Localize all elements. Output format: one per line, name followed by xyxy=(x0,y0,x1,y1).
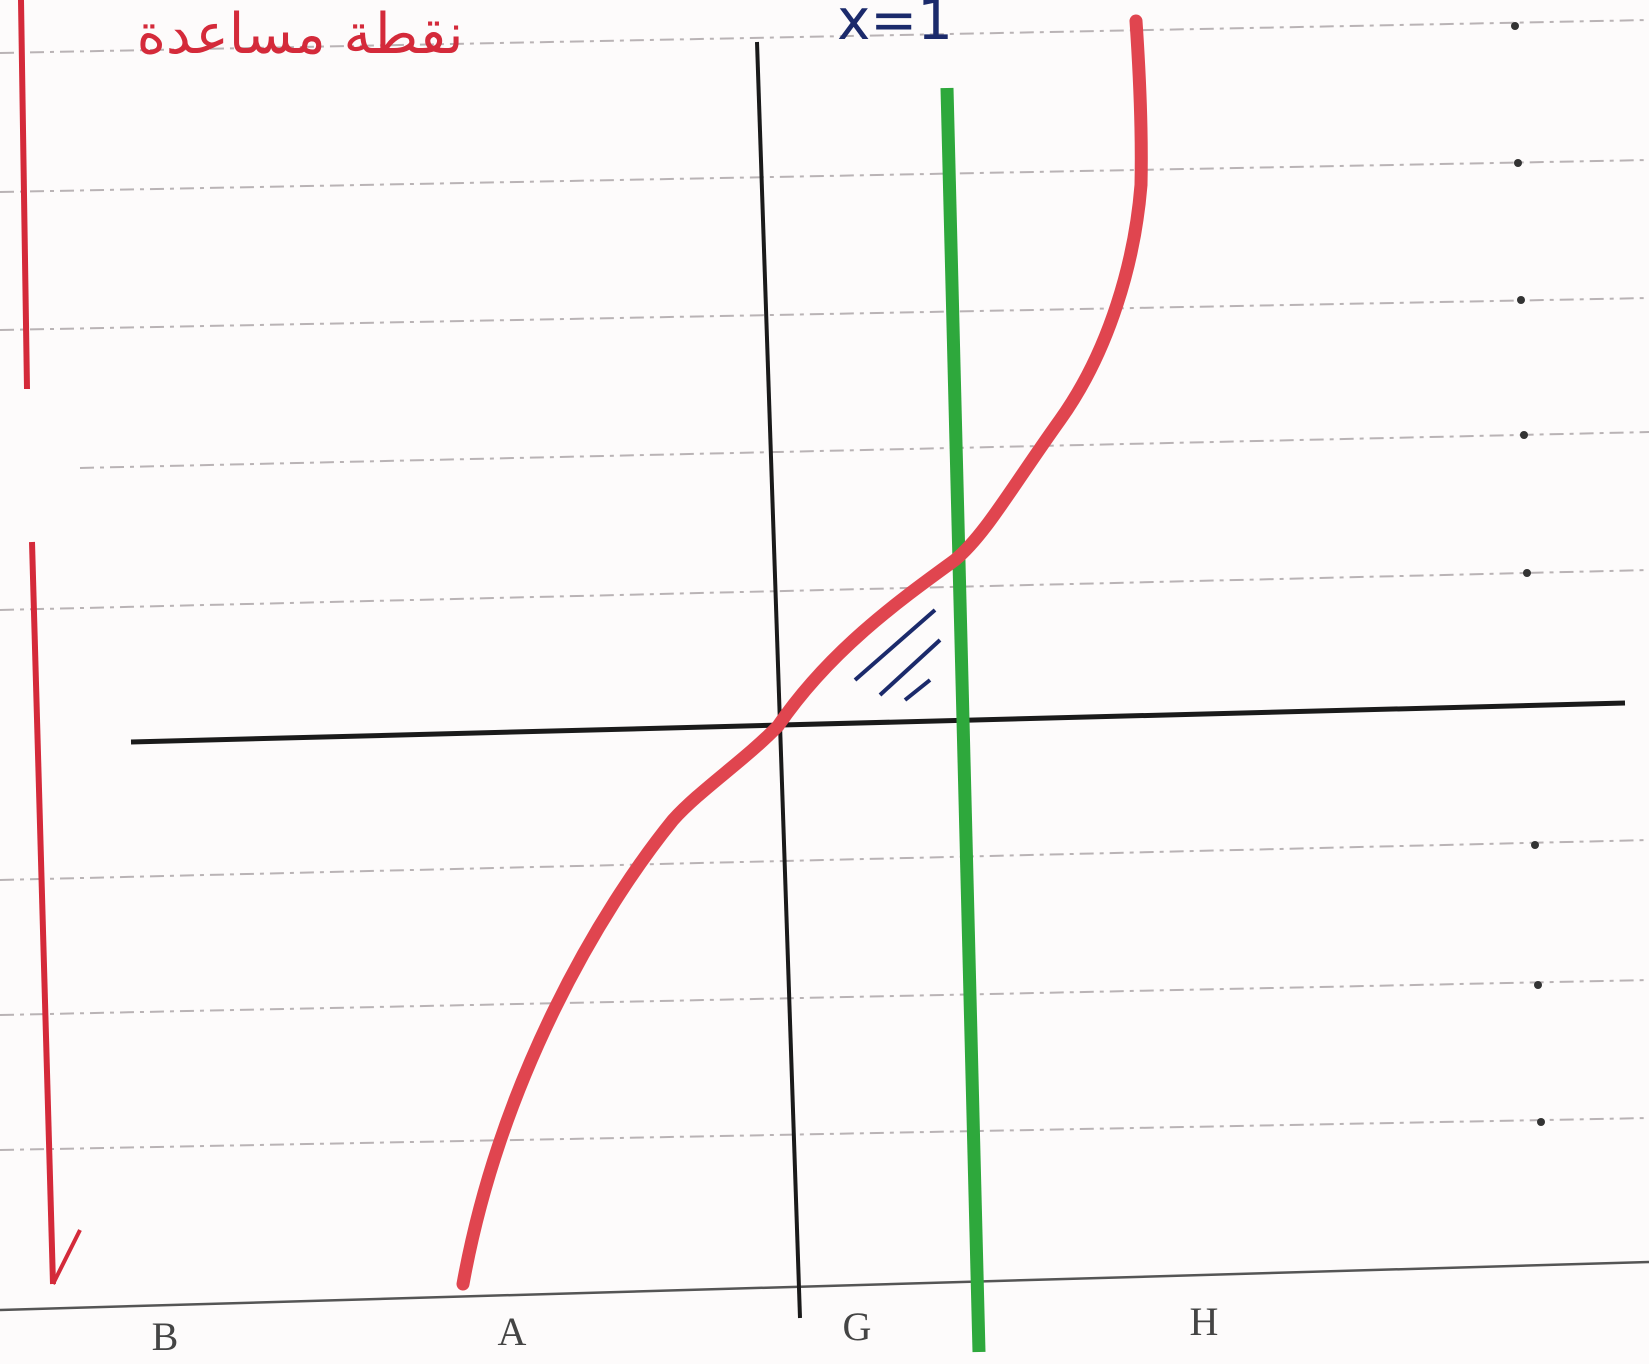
page: نقطة مساعدة x=1 B A G H (() => { const d… xyxy=(0,0,1649,1364)
helper-point-note: نقطة مساعدة xyxy=(137,2,464,67)
dot xyxy=(1511,22,1519,30)
notebook-drawing: نقطة مساعدة x=1 B A G H xyxy=(0,0,1649,1364)
dot xyxy=(1517,296,1525,304)
paper xyxy=(0,0,1649,1364)
dot xyxy=(1537,1118,1545,1126)
bottom-label: H xyxy=(1190,1299,1219,1344)
dot xyxy=(1531,841,1539,849)
dot xyxy=(1520,431,1528,439)
dot xyxy=(1514,159,1522,167)
dot xyxy=(1534,981,1542,989)
line-label: x=1 xyxy=(837,0,953,53)
bottom-label: A xyxy=(498,1309,527,1354)
dot xyxy=(1523,569,1531,577)
bottom-label: G xyxy=(843,1304,872,1349)
bottom-label: B xyxy=(152,1314,179,1359)
